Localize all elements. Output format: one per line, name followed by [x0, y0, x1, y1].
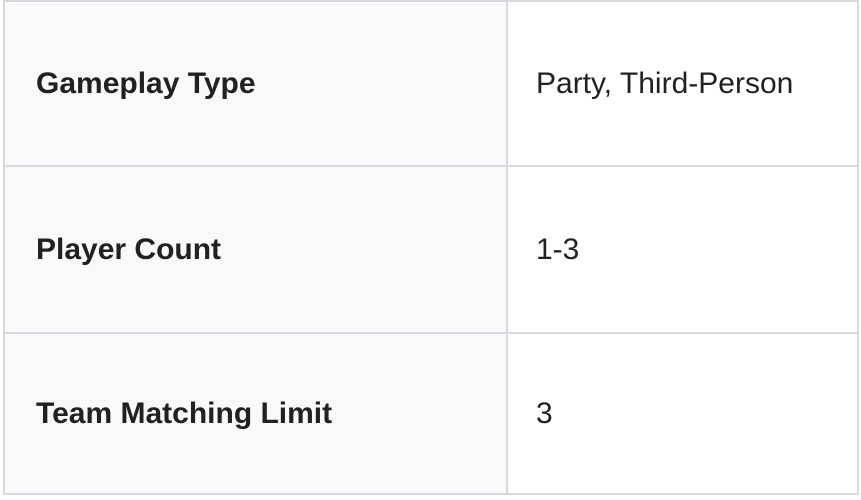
table-row: Gameplay Type Party, Third-Person	[3, 0, 859, 167]
row-value-team-matching-limit: 3	[506, 332, 859, 495]
game-info-table: Gameplay Type Party, Third-Person Player…	[3, 0, 859, 495]
table-row: Team Matching Limit 3	[3, 332, 859, 495]
row-label-player-count: Player Count	[3, 165, 508, 334]
row-value-player-count: 1-3	[506, 165, 859, 334]
row-label-team-matching-limit: Team Matching Limit	[3, 332, 508, 495]
row-label-gameplay-type: Gameplay Type	[3, 0, 508, 167]
table-row: Player Count 1-3	[3, 165, 859, 334]
row-value-gameplay-type: Party, Third-Person	[506, 0, 859, 167]
game-info-table-body: Gameplay Type Party, Third-Person Player…	[3, 0, 859, 495]
